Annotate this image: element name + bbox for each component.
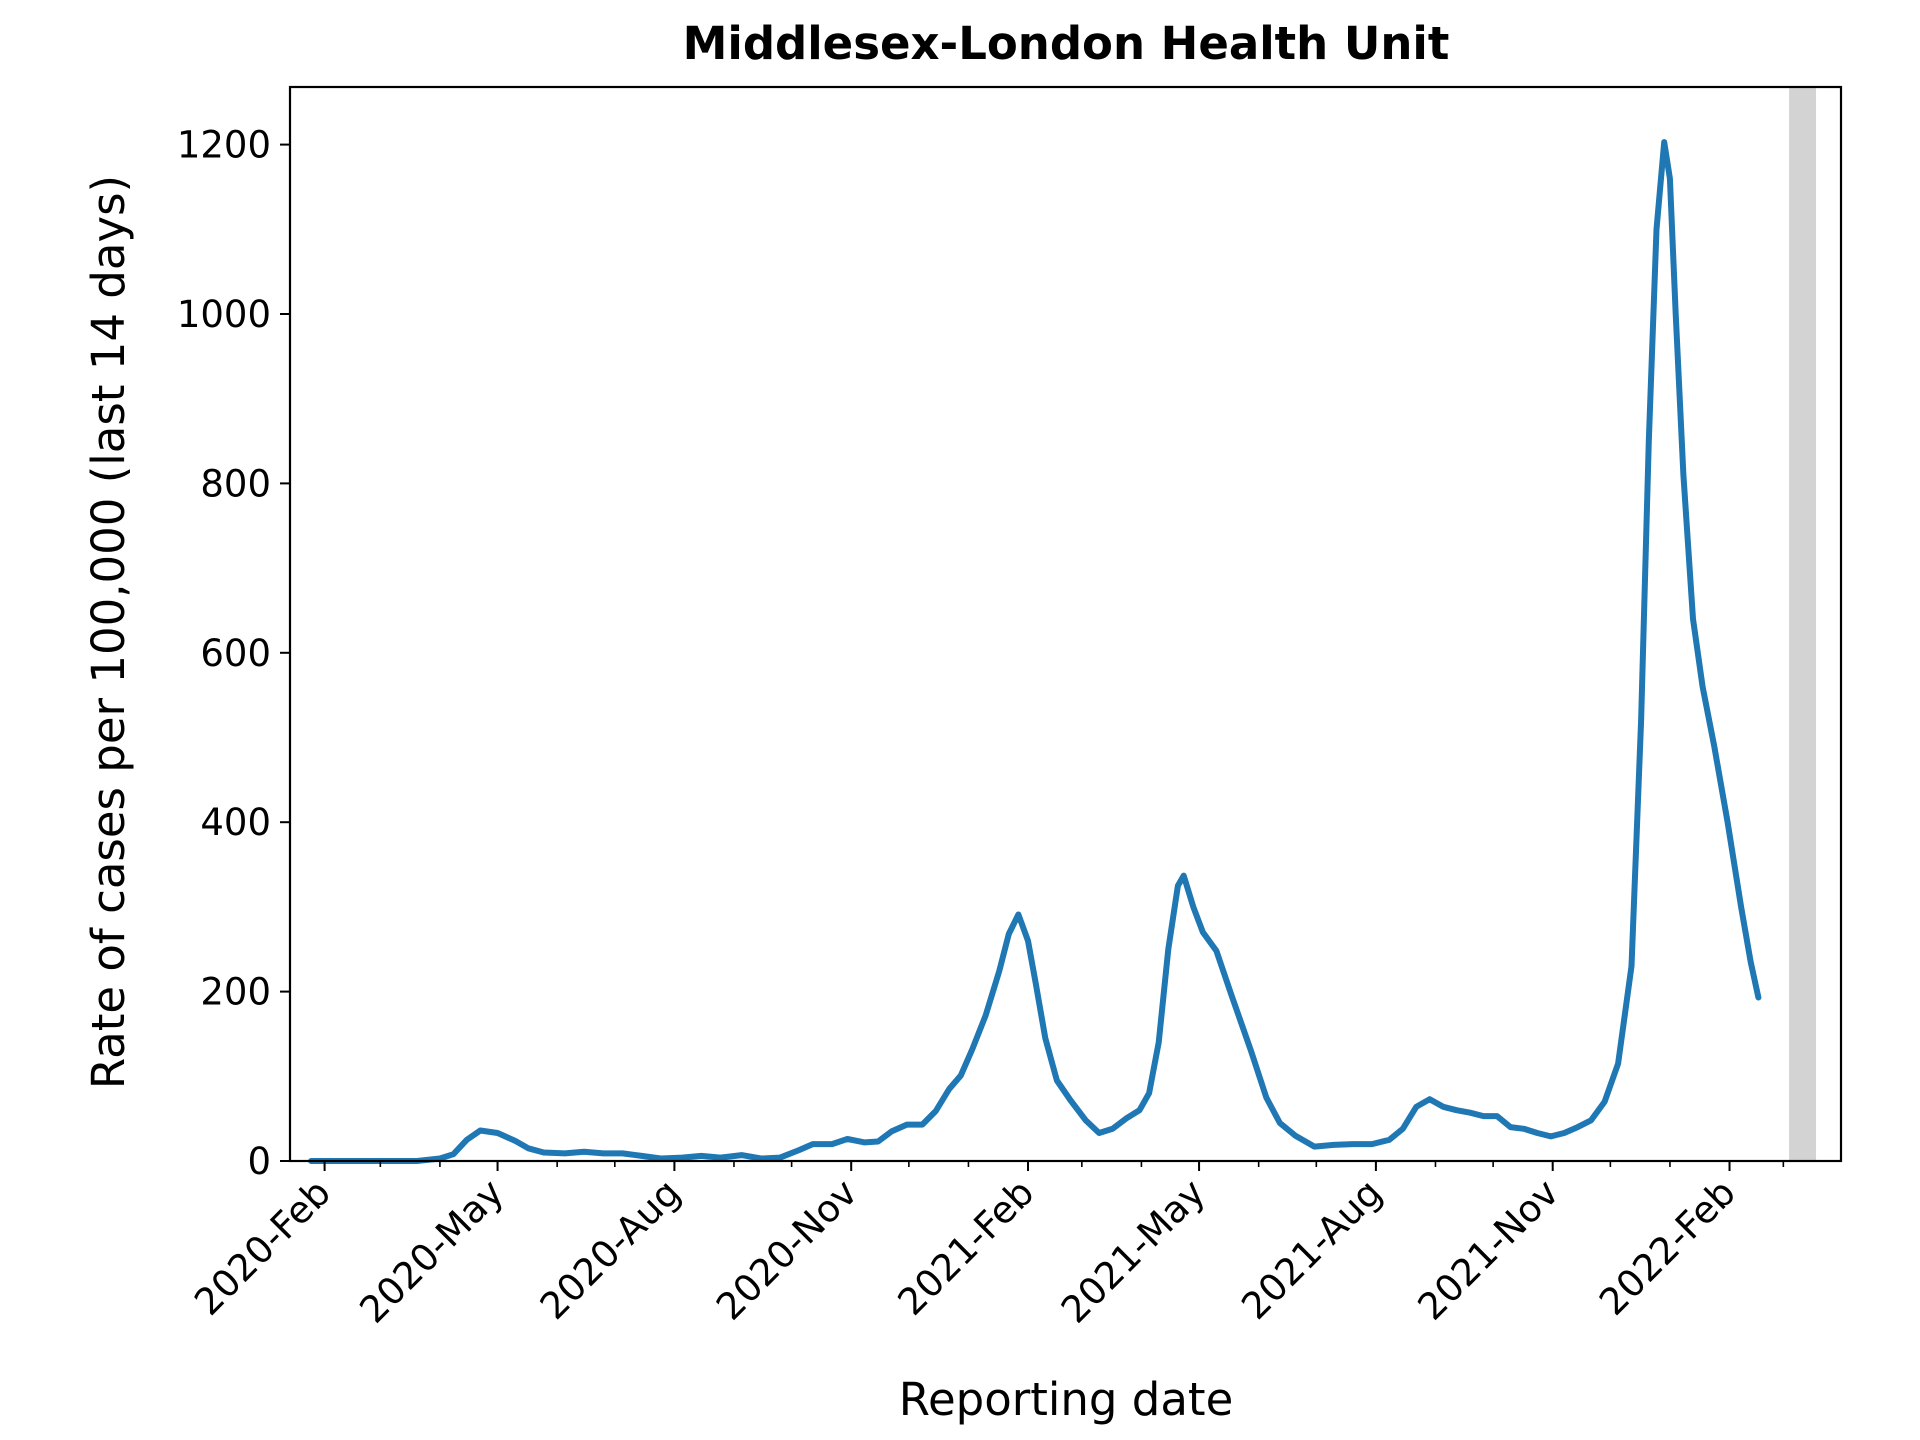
- plot-area: [288, 85, 1843, 1164]
- y-tick-label: 600: [200, 632, 271, 675]
- y-tick-label: 200: [200, 971, 271, 1014]
- y-axis-label: Rate of cases per 100,000 (last 14 days): [82, 175, 135, 1089]
- x-axis-label: Reporting date: [899, 1373, 1234, 1426]
- y-tick-label: 1000: [177, 293, 271, 336]
- shaded-region: [1789, 87, 1817, 1161]
- y-axis: 0 200 400 600 800 1000 1200: [177, 124, 290, 1183]
- y-tick-label: 400: [200, 801, 271, 844]
- chart-title: Middlesex-London Health Unit: [683, 17, 1450, 70]
- y-tick-label: 0: [247, 1140, 271, 1183]
- y-tick-label: 1200: [177, 124, 271, 167]
- axes-frame: [288, 85, 1843, 1163]
- y-tick-label: 800: [200, 462, 271, 505]
- series-line: [308, 139, 1762, 1164]
